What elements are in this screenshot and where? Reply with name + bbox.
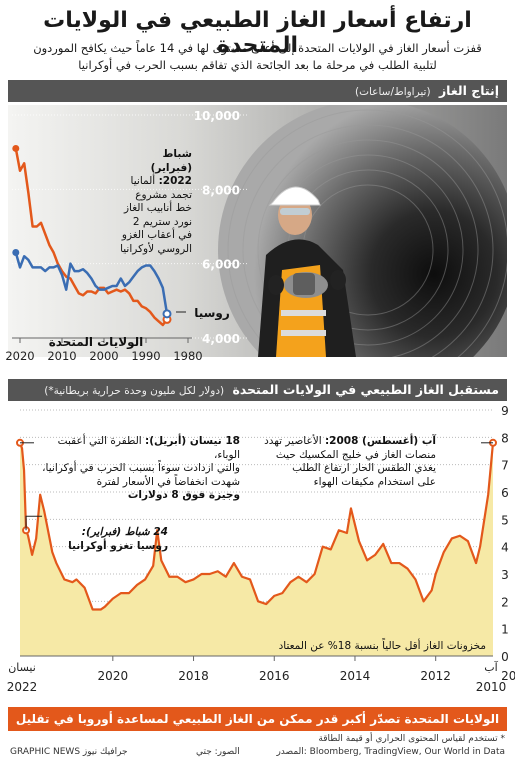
futures-x-tick: 2016 [259, 669, 290, 683]
footer-banner: الولايات المتحدة تصدّر أكبر قدر ممكن من … [8, 707, 507, 750]
futures-bar-title: مستقبل الغاز الطبيعي في الولايات المتحدة [232, 382, 499, 397]
annotation-aug-2008-date: آب (أغسطس) 2008: [324, 435, 436, 447]
annotation-apr-18: 18 نيسان (أبريل): الطفرة التي أعقبت الوب… [40, 435, 240, 503]
leader-feb [25, 515, 43, 531]
futures-x-tick: 2010 [501, 669, 515, 683]
production-x-tick: 2000 [89, 349, 118, 363]
production-annotation-text: ألمانيا تجمد مشروع خط أنابيب الغاز نورد … [120, 175, 192, 255]
production-label-russia: روسيا [194, 306, 230, 321]
futures-y-tick: 3 [501, 568, 509, 582]
futures-x-label-2010: 2010 [476, 680, 507, 694]
pipe-photo-illustration [8, 105, 507, 357]
futures-y-tick: 6 [501, 486, 509, 500]
production-series-start-dot [12, 249, 20, 257]
futures-bar-unit: (دولار لكل مليون وحدة حرارية بريطانية*) [44, 385, 225, 397]
futures-x-tick: 2020 [98, 669, 129, 683]
annotation-feb-24-text: روسيا تغزو أوكرانيا [68, 539, 168, 552]
futures-y-tick: 7 [501, 459, 509, 473]
annotation-aug-2008-text4: على استخدام مكيفات الهواء [313, 475, 436, 488]
production-annotation-date: شباط (فبراير) 2022: [150, 148, 192, 187]
futures-y-tick: 0 [501, 650, 509, 664]
futures-y-tick: 8 [501, 431, 509, 445]
production-series-end-dot [162, 309, 172, 319]
annotation-feb-24-date: 24 شباط (فبراير): [81, 526, 168, 538]
futures-x-tick: 2018 [178, 669, 209, 683]
annotation-aug-2008-text2: منصات الغاز في خليج المكسيك حيث [275, 448, 436, 461]
annotation-feb-24: 24 شباط (فبراير): روسيا تغزو أوكرانيا [58, 526, 168, 553]
page-title: ارتفاع أسعار الغاز الطبيعي في الولايات ا… [43, 8, 472, 58]
futures-x-label-apr: نيسان [8, 661, 36, 674]
annotation-apr-18-text4: وجيزة فوق 8 دولارات [127, 489, 240, 501]
production-y-tick: 10,000 [194, 109, 240, 123]
futures-x-tick: 2014 [340, 669, 371, 683]
production-series-line-0 [14, 148, 168, 327]
annotation-aug-2008-text3: يغذي الطقس الحار ارتفاع الطلب [292, 462, 436, 474]
page-subtitle: قفزت أسعار الغاز في الولايات المتحدة إلى… [12, 40, 503, 74]
annotation-apr-18-date: 18 نيسان (أبريل): [145, 435, 240, 447]
futures-y-tick: 9 [501, 404, 509, 418]
production-series-start-dot [12, 144, 20, 152]
production-series-line-1 [14, 252, 169, 315]
footer-source: المصدر: Bloomberg, TradingView, Our Worl… [276, 747, 505, 757]
futures-y-tick: 5 [501, 513, 509, 527]
futures-header-bar: مستقبل الغاز الطبيعي في الولايات المتحدة… [8, 379, 507, 401]
production-y-tick: 4,000 [202, 332, 240, 346]
annotation-apr-18-text1: الطفرة التي أعقبت الوباء، [57, 435, 240, 461]
production-annotation: شباط (فبراير) 2022: ألمانيا تجمد مشروع خ… [120, 148, 192, 256]
footer-brand: GRAPHIC NEWS جرافيك نيوز [10, 747, 128, 757]
production-label-us: الولايات المتحدة [49, 335, 144, 350]
storage-note: مخزونات الغاز أقل حالياً بنسبة 18% عن ال… [278, 640, 486, 652]
footer-note: * تستخدم لقياس المحتوى الحراري أو قيمة ا… [318, 734, 505, 744]
subtitle-line-2: لتلبية الطلب في مرحلة ما بعد الجائحة الذ… [78, 58, 437, 72]
futures-y-tick: 1 [501, 623, 509, 637]
production-bar-title: إنتاج الغاز [438, 83, 499, 98]
footer-photo-credit: الصور: جتي [196, 747, 240, 757]
production-x-tick: 2010 [47, 349, 76, 363]
futures-price-line [18, 442, 495, 611]
subtitle-line-1: قفزت أسعار الغاز في الولايات المتحدة إلى… [33, 41, 482, 55]
annotation-apr-18-text3: شهدت انخفاضاً في الأسعار لفترة [96, 475, 240, 488]
annotation-apr-18-text2: والتي ازدادت سوءاً بسبب الحرب في أوكراني… [42, 462, 240, 474]
production-chart: 4,000 6,000 8,000 10,000 2020 2010 2000 1990 198… [5, 109, 248, 363]
production-y-tick: 6,000 [202, 258, 240, 272]
production-y-tick: 8,000 [202, 183, 240, 197]
production-bar-unit: (تيراواط/ساعات) [355, 86, 431, 98]
production-header-bar: إنتاج الغاز (تيراواط/ساعات) [8, 80, 507, 102]
worker-photo [8, 105, 507, 357]
futures-x-label-aug: آب [484, 660, 498, 674]
futures-x-label-2022: 2022 [7, 680, 38, 694]
futures-y-tick: 2 [501, 595, 509, 609]
futures-y-tick: 4 [501, 541, 509, 555]
annotation-aug-2008: آب (أغسطس) 2008: الأعاصير تهدد منصات الغ… [230, 435, 436, 489]
futures-x-tick: 2012 [420, 669, 451, 683]
futures-area-fill [20, 442, 493, 656]
production-x-tick: 1990 [131, 349, 160, 363]
futures-chart: 0 1 2 3 4 5 6 7 8 9 2020 2018 2016 2014 2012 2010 نيسان 2… [7, 404, 515, 694]
annotation-aug-2008-text1: الأعاصير تهدد [264, 435, 322, 447]
production-x-tick: 1980 [173, 349, 202, 363]
production-x-tick: 2020 [5, 349, 34, 363]
